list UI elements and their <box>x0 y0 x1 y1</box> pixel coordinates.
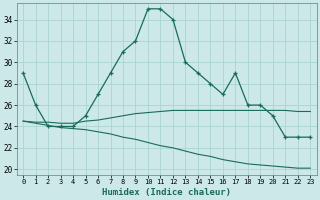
X-axis label: Humidex (Indice chaleur): Humidex (Indice chaleur) <box>102 188 231 197</box>
